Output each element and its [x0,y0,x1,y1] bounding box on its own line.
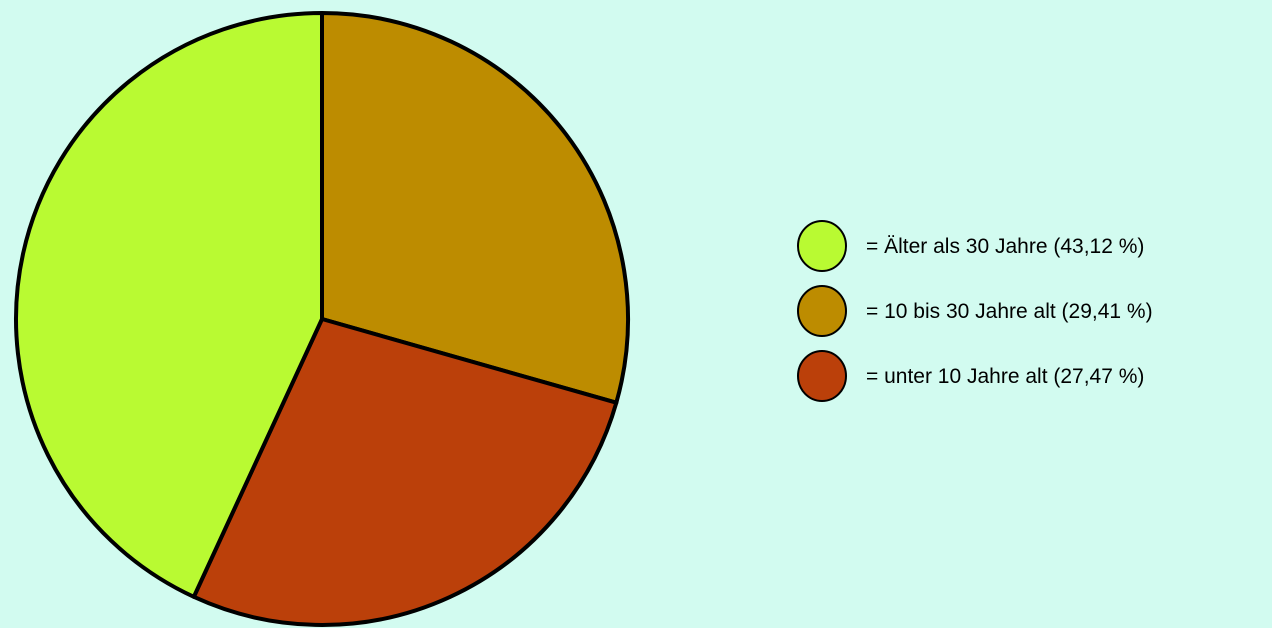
pie-slice-1 [320,11,630,405]
legend-swatch-3 [797,350,847,402]
pie-slice-2 [191,317,619,627]
legend-label-1: = Älter als 30 Jahre (43,12 %) [866,235,1144,258]
legend-swatch-1 [797,220,847,272]
legend-label-2: = 10 bis 30 Jahre alt (29,41 %) [866,300,1153,323]
pie-slices [14,11,630,627]
legend: = Älter als 30 Jahre (43,12 %) = 10 bis 3… [797,220,1153,402]
legend-label-3: = unter 10 Jahre alt (27,47 %) [866,365,1144,388]
legend-swatch-2 [797,285,847,337]
pie-slice-3 [14,11,324,599]
